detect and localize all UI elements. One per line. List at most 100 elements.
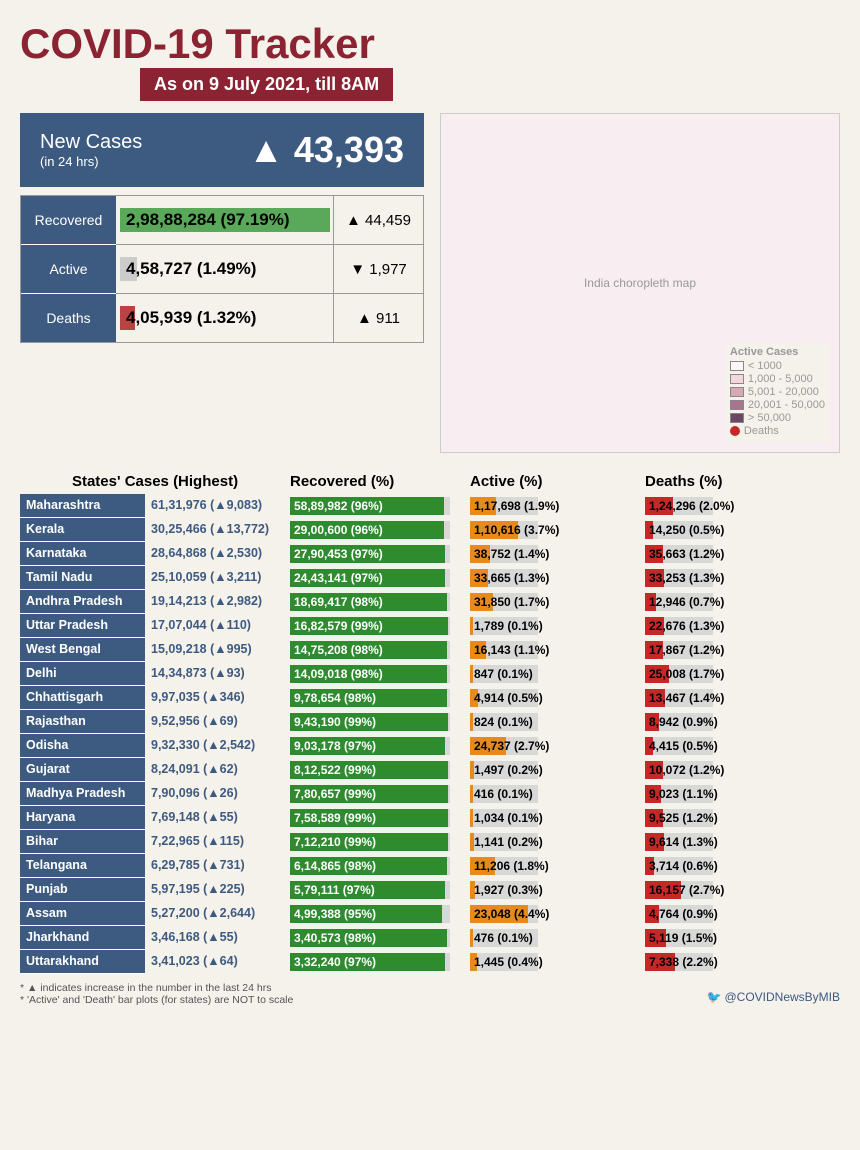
legend-row: 5,001 - 20,000 — [730, 386, 825, 398]
state-recovered: 3,32,240 (97%) — [290, 950, 470, 974]
state-cases: 25,10,059 (▲3,211) — [145, 566, 290, 590]
state-row: Kerala30,25,466 (▲13,772)29,00,600 (96%)… — [20, 518, 840, 542]
state-row: Karnataka28,64,868 (▲2,530)27,90,453 (97… — [20, 542, 840, 566]
state-recovered: 7,12,210 (99%) — [290, 830, 470, 854]
state-deaths: 5,119 (1.5%) — [645, 926, 820, 950]
state-deaths: 16,157 (2.7%) — [645, 878, 820, 902]
summary-recovered-change: ▲ 44,459 — [333, 196, 423, 244]
legend-row: 1,000 - 5,000 — [730, 373, 825, 385]
label-deaths: Deaths — [21, 294, 116, 342]
state-cases: 6,29,785 (▲731) — [145, 854, 290, 878]
state-recovered: 4,99,388 (95%) — [290, 902, 470, 926]
state-deaths: 8,942 (0.9%) — [645, 710, 820, 734]
state-deaths: 33,253 (1.3%) — [645, 566, 820, 590]
state-cases: 8,24,091 (▲62) — [145, 758, 290, 782]
state-name: Bihar — [20, 830, 145, 854]
state-active: 4,914 (0.5%) — [470, 686, 645, 710]
state-deaths: 9,614 (1.3%) — [645, 830, 820, 854]
col-states-header: States' Cases (Highest) — [20, 473, 290, 490]
state-cases: 17,07,044 (▲110) — [145, 614, 290, 638]
state-row: Gujarat8,24,091 (▲62)8,12,522 (99%)1,497… — [20, 758, 840, 782]
state-recovered: 14,75,208 (98%) — [290, 638, 470, 662]
state-active: 1,141 (0.2%) — [470, 830, 645, 854]
state-name: Rajasthan — [20, 710, 145, 734]
state-name: Tamil Nadu — [20, 566, 145, 590]
state-active: 38,752 (1.4%) — [470, 542, 645, 566]
state-active: 1,034 (0.1%) — [470, 806, 645, 830]
legend-row: > 50,000 — [730, 412, 825, 424]
state-cases: 28,64,868 (▲2,530) — [145, 542, 290, 566]
state-name: Haryana — [20, 806, 145, 830]
state-name: Gujarat — [20, 758, 145, 782]
state-row: Andhra Pradesh19,14,213 (▲2,982)18,69,41… — [20, 590, 840, 614]
state-deaths: 13,467 (1.4%) — [645, 686, 820, 710]
state-deaths: 1,24,296 (2.0%) — [645, 494, 820, 518]
legend-title: Active Cases — [730, 346, 825, 358]
map-placeholder: India choropleth map Active Cases< 10001… — [440, 113, 840, 453]
state-name: Karnataka — [20, 542, 145, 566]
states-table: States' Cases (Highest) Recovered (%) Ac… — [20, 469, 840, 974]
state-active: 476 (0.1%) — [470, 926, 645, 950]
state-active: 1,927 (0.3%) — [470, 878, 645, 902]
new-cases-label: New Cases — [40, 131, 142, 154]
state-deaths: 3,714 (0.6%) — [645, 854, 820, 878]
legend-deaths: Deaths — [730, 425, 825, 437]
state-active: 1,445 (0.4%) — [470, 950, 645, 974]
state-recovered: 18,69,417 (98%) — [290, 590, 470, 614]
state-row: Bihar7,22,965 (▲115)7,12,210 (99%)1,141 … — [20, 830, 840, 854]
state-recovered: 7,58,589 (99%) — [290, 806, 470, 830]
state-recovered: 9,78,654 (98%) — [290, 686, 470, 710]
state-row: Chhattisgarh9,97,035 (▲346)9,78,654 (98%… — [20, 686, 840, 710]
state-active: 23,048 (4.4%) — [470, 902, 645, 926]
state-row: Jharkhand3,46,168 (▲55)3,40,573 (98%)476… — [20, 926, 840, 950]
state-cases: 7,22,965 (▲115) — [145, 830, 290, 854]
state-recovered: 14,09,018 (98%) — [290, 662, 470, 686]
state-cases: 7,69,148 (▲55) — [145, 806, 290, 830]
state-row: Haryana7,69,148 (▲55)7,58,589 (99%)1,034… — [20, 806, 840, 830]
top-section: New Cases (in 24 hrs) ▲ 43,393 Recovered… — [20, 113, 840, 453]
state-active: 824 (0.1%) — [470, 710, 645, 734]
state-row: Punjab5,97,195 (▲225)5,79,111 (97%)1,927… — [20, 878, 840, 902]
state-cases: 30,25,466 (▲13,772) — [145, 518, 290, 542]
state-row: West Bengal15,09,218 (▲995)14,75,208 (98… — [20, 638, 840, 662]
state-active: 847 (0.1%) — [470, 662, 645, 686]
state-recovered: 58,89,982 (96%) — [290, 494, 470, 518]
new-cases-box: New Cases (in 24 hrs) ▲ 43,393 — [20, 113, 424, 187]
state-row: Delhi14,34,873 (▲93)14,09,018 (98%)847 (… — [20, 662, 840, 686]
state-deaths: 9,525 (1.2%) — [645, 806, 820, 830]
state-name: Andhra Pradesh — [20, 590, 145, 614]
state-recovered: 8,12,522 (99%) — [290, 758, 470, 782]
state-active: 1,497 (0.2%) — [470, 758, 645, 782]
col-death-header: Deaths (%) — [645, 473, 820, 490]
header: COVID-19 Tracker As on 9 July 2021, till… — [20, 20, 840, 101]
new-cases-sub: (in 24 hrs) — [40, 154, 142, 169]
twitter-icon: 🐦 — [707, 990, 722, 1004]
state-row: Odisha9,32,330 (▲2,542)9,03,178 (97%)24,… — [20, 734, 840, 758]
state-active: 24,737 (2.7%) — [470, 734, 645, 758]
new-cases-value: ▲ 43,393 — [248, 129, 404, 171]
state-cases: 15,09,218 (▲995) — [145, 638, 290, 662]
state-active: 1,10,616 (3.7%) — [470, 518, 645, 542]
state-name: Delhi — [20, 662, 145, 686]
state-row: Tamil Nadu25,10,059 (▲3,211)24,43,141 (9… — [20, 566, 840, 590]
state-deaths: 12,946 (0.7%) — [645, 590, 820, 614]
state-row: Maharashtra61,31,976 (▲9,083)58,89,982 (… — [20, 494, 840, 518]
state-deaths: 4,415 (0.5%) — [645, 734, 820, 758]
state-deaths: 22,676 (1.3%) — [645, 614, 820, 638]
state-cases: 7,90,096 (▲26) — [145, 782, 290, 806]
state-active: 11,206 (1.8%) — [470, 854, 645, 878]
state-deaths: 7,338 (2.2%) — [645, 950, 820, 974]
page-title: COVID-19 Tracker — [20, 20, 840, 68]
state-name: Kerala — [20, 518, 145, 542]
india-map: India choropleth map Active Cases< 10001… — [440, 113, 840, 453]
col-rec-header: Recovered (%) — [290, 473, 470, 490]
state-recovered: 9,03,178 (97%) — [290, 734, 470, 758]
page-subtitle: As on 9 July 2021, till 8AM — [140, 68, 393, 101]
state-name: Maharashtra — [20, 494, 145, 518]
state-row: Madhya Pradesh7,90,096 (▲26)7,80,657 (99… — [20, 782, 840, 806]
state-name: Telangana — [20, 854, 145, 878]
state-name: Madhya Pradesh — [20, 782, 145, 806]
state-name: Uttar Pradesh — [20, 614, 145, 638]
state-recovered: 5,79,111 (97%) — [290, 878, 470, 902]
state-recovered: 6,14,865 (98%) — [290, 854, 470, 878]
